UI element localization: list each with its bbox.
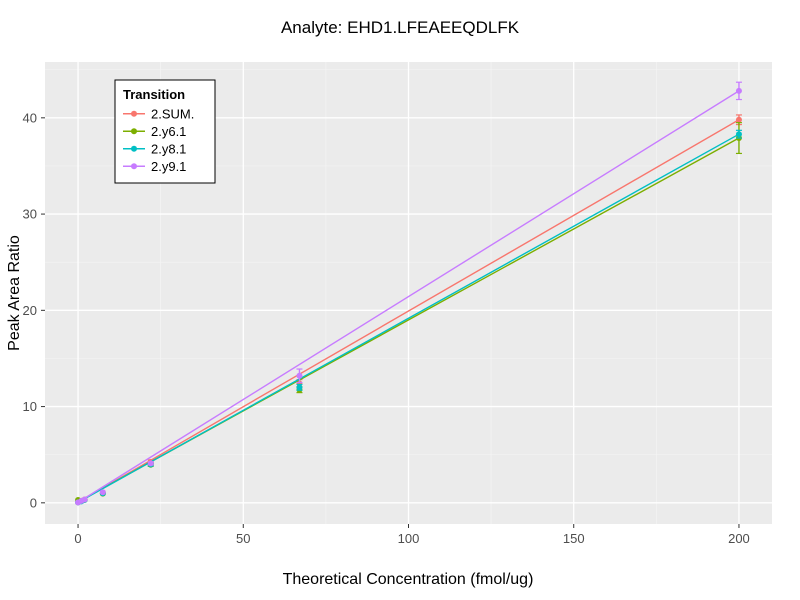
legend-key-point	[131, 128, 137, 135]
x-tick-label: 50	[236, 531, 250, 546]
gridlines-major	[45, 62, 772, 524]
data-point	[296, 384, 303, 391]
chart-title: Analyte: EHD1.LFEAEEQDLFK	[281, 18, 520, 37]
data-point	[735, 131, 742, 138]
legend-entry-label: 2.y9.1	[151, 159, 186, 174]
data-point	[735, 87, 742, 94]
legend-key-point	[131, 110, 137, 117]
x-tick-label: 0	[74, 531, 81, 546]
x-tick-label: 150	[563, 531, 585, 546]
legend-entry-label: 2.y8.1	[151, 141, 186, 156]
series-fit-line	[77, 119, 740, 503]
legend-entry-label: 2.y6.1	[151, 124, 186, 139]
data-point	[735, 116, 742, 123]
series-fit-line	[77, 133, 740, 503]
y-tick-label: 40	[23, 110, 37, 125]
series-fit-line	[77, 90, 740, 503]
legend-key-point	[131, 163, 137, 170]
y-tick-label: 30	[23, 207, 37, 222]
series-3	[75, 81, 742, 506]
x-tick-label: 200	[728, 531, 750, 546]
axis-ticks: 0 50 100 150 200 0 10 20 30 40	[23, 110, 750, 546]
data-point	[99, 489, 106, 496]
x-tick-label: 100	[398, 531, 420, 546]
y-axis-label: Peak Area Ratio	[6, 235, 23, 351]
legend-key-point	[131, 145, 137, 152]
y-tick-label: 20	[23, 303, 37, 318]
y-tick-label: 0	[30, 495, 37, 510]
x-axis-label: Theoretical Concentration (fmol/ug)	[283, 571, 534, 588]
legend-title: Transition	[123, 87, 185, 102]
legend: Transition 2.SUM. 2.y6.1 2.y8.1 2.y9.1	[114, 79, 216, 184]
chart-layers: 0 50 100 150 200 0 10 20 30 40 Transition 2.SUM. 2.y…	[23, 62, 772, 546]
y-tick-label: 10	[23, 399, 37, 414]
legend-entry-label: 2.SUM.	[151, 106, 194, 121]
data-point	[296, 372, 303, 379]
data-point	[147, 460, 154, 467]
data-point	[81, 496, 88, 503]
